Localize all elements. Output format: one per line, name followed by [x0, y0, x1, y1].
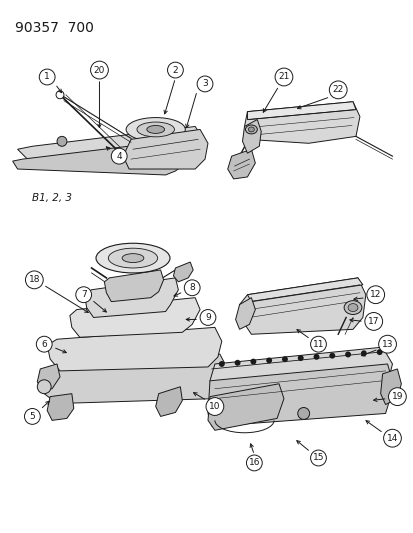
Text: 5: 5: [29, 412, 35, 421]
Circle shape: [206, 398, 223, 415]
Circle shape: [274, 68, 292, 86]
Polygon shape: [244, 102, 359, 143]
Circle shape: [344, 351, 350, 358]
Circle shape: [234, 360, 240, 366]
Text: 3: 3: [202, 79, 207, 88]
Circle shape: [39, 69, 55, 85]
Circle shape: [56, 91, 64, 99]
Polygon shape: [207, 384, 283, 430]
Text: 4: 4: [116, 152, 122, 160]
Ellipse shape: [245, 125, 257, 134]
Polygon shape: [123, 130, 207, 169]
Circle shape: [366, 286, 384, 304]
Ellipse shape: [147, 125, 164, 133]
Polygon shape: [242, 119, 261, 153]
Polygon shape: [104, 270, 163, 302]
Polygon shape: [40, 354, 227, 403]
Polygon shape: [207, 364, 392, 426]
Polygon shape: [247, 278, 362, 302]
Polygon shape: [247, 102, 355, 119]
Polygon shape: [47, 394, 74, 421]
Text: 10: 10: [209, 402, 220, 411]
Polygon shape: [227, 149, 255, 179]
Circle shape: [90, 61, 108, 79]
Circle shape: [266, 358, 271, 364]
Circle shape: [376, 349, 382, 355]
Polygon shape: [173, 262, 193, 282]
Text: 2: 2: [172, 66, 178, 75]
Circle shape: [378, 335, 396, 353]
Text: 7: 7: [81, 290, 86, 299]
Circle shape: [167, 62, 183, 78]
Circle shape: [310, 450, 325, 466]
Circle shape: [250, 359, 256, 365]
Circle shape: [76, 287, 91, 303]
Text: 6: 6: [41, 340, 47, 349]
Text: 22: 22: [332, 85, 343, 94]
Text: 8: 8: [189, 283, 195, 292]
Text: 15: 15: [312, 454, 323, 463]
Polygon shape: [47, 327, 221, 371]
Circle shape: [37, 380, 51, 394]
Text: 12: 12: [369, 290, 380, 299]
Circle shape: [24, 408, 40, 424]
Circle shape: [383, 429, 400, 447]
Polygon shape: [17, 126, 204, 163]
Circle shape: [387, 387, 405, 406]
Circle shape: [328, 81, 346, 99]
Circle shape: [281, 356, 287, 362]
Polygon shape: [235, 297, 255, 329]
Circle shape: [184, 280, 199, 296]
Text: 21: 21: [278, 72, 289, 82]
Text: 90357  700: 90357 700: [14, 21, 93, 35]
Text: 13: 13: [381, 340, 392, 349]
Text: 16: 16: [248, 458, 259, 467]
Text: 20: 20: [94, 66, 105, 75]
Circle shape: [297, 355, 303, 361]
Polygon shape: [380, 369, 400, 405]
Text: 9: 9: [204, 313, 210, 322]
Ellipse shape: [96, 243, 170, 273]
Polygon shape: [209, 347, 392, 397]
Text: 14: 14: [386, 434, 397, 443]
Polygon shape: [70, 297, 199, 337]
Polygon shape: [13, 139, 195, 175]
Ellipse shape: [108, 248, 157, 268]
Ellipse shape: [122, 254, 143, 263]
Circle shape: [26, 271, 43, 289]
Text: 17: 17: [367, 317, 379, 326]
Ellipse shape: [248, 127, 254, 132]
Text: 18: 18: [28, 276, 40, 285]
Circle shape: [218, 361, 224, 367]
Circle shape: [197, 76, 212, 92]
Ellipse shape: [126, 118, 185, 141]
Circle shape: [364, 312, 382, 330]
Circle shape: [111, 148, 127, 164]
Text: B1, 2, 3: B1, 2, 3: [32, 193, 72, 203]
Circle shape: [310, 336, 325, 352]
Circle shape: [360, 350, 366, 356]
Circle shape: [57, 136, 67, 146]
Circle shape: [36, 336, 52, 352]
Circle shape: [246, 455, 261, 471]
Ellipse shape: [347, 304, 357, 311]
Circle shape: [199, 310, 215, 325]
Circle shape: [297, 408, 309, 419]
Polygon shape: [239, 278, 365, 334]
Polygon shape: [37, 364, 60, 391]
Text: 1: 1: [44, 72, 50, 82]
Ellipse shape: [137, 122, 174, 137]
Text: 19: 19: [391, 392, 402, 401]
Polygon shape: [155, 387, 182, 416]
Circle shape: [313, 354, 319, 360]
Ellipse shape: [343, 301, 361, 314]
Circle shape: [328, 353, 335, 359]
Polygon shape: [85, 278, 178, 318]
Text: 11: 11: [312, 340, 323, 349]
